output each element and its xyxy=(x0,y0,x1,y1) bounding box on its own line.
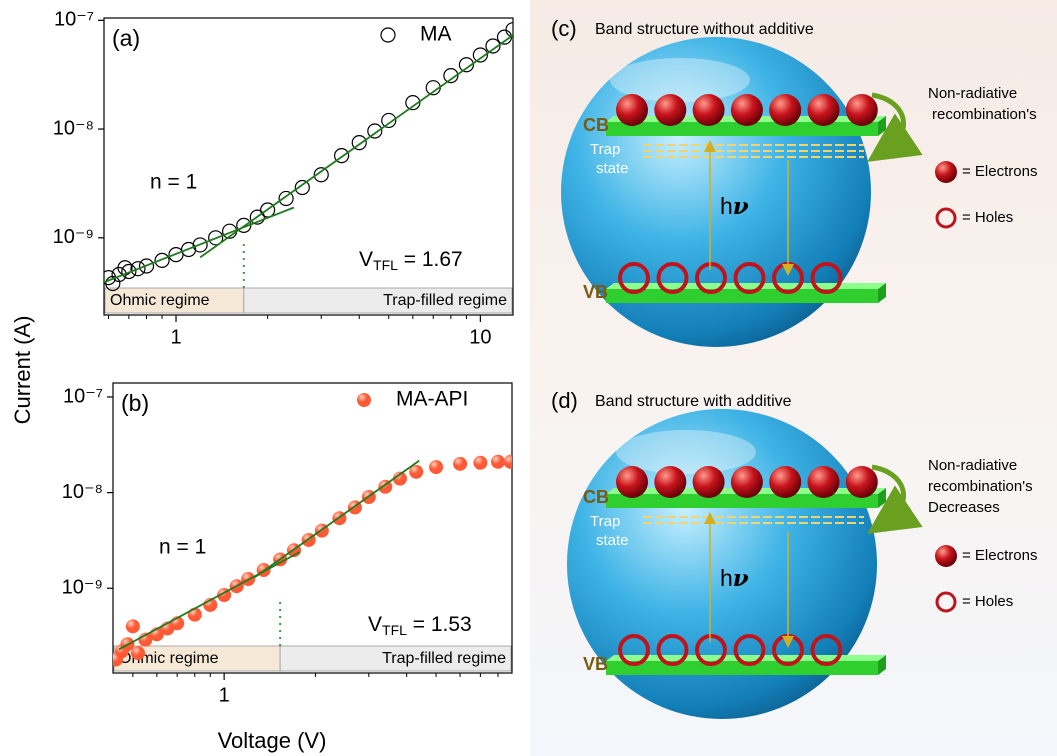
y-axis-label: Current (A) xyxy=(10,316,35,425)
y-tick-label: 10⁻⁷ xyxy=(54,9,94,31)
recombination-note: recombination's xyxy=(928,478,1033,495)
fit-line xyxy=(104,207,294,282)
vtfl-rest: = 1.53 xyxy=(407,613,472,636)
electron xyxy=(693,94,725,126)
photon-nu: ν xyxy=(733,193,749,220)
electron xyxy=(654,466,686,498)
vtfl-v: V xyxy=(359,248,373,271)
n-annotation: n = 1 xyxy=(150,171,197,194)
vb-label: VB xyxy=(583,654,608,674)
electron xyxy=(731,466,763,498)
trap-label: Trap xyxy=(590,513,620,530)
electron xyxy=(654,94,686,126)
vtfl-annotation: VTFL = 1.53 xyxy=(368,613,472,638)
vtfl-sub: TFL xyxy=(373,257,398,273)
legend-marker xyxy=(381,28,395,42)
electron xyxy=(808,94,840,126)
data-point xyxy=(126,619,140,633)
fit-line xyxy=(119,552,300,649)
data-point xyxy=(504,455,518,469)
region-label: Ohmic regime xyxy=(110,292,210,309)
data-point xyxy=(131,646,145,660)
y-tick-label: 10⁻⁸ xyxy=(53,117,94,139)
photon-h: h xyxy=(720,193,733,219)
diagram-title: Band structure with additive xyxy=(595,393,792,410)
fit-line xyxy=(255,461,420,578)
trap-label: state xyxy=(596,532,629,549)
electron xyxy=(769,466,801,498)
data-point xyxy=(491,455,505,469)
x-tick-label: 10 xyxy=(469,326,491,348)
legend-holes: = Holes xyxy=(962,209,1013,226)
electron xyxy=(846,466,878,498)
x-tick-label: 1 xyxy=(219,684,230,706)
n-annotation: n = 1 xyxy=(159,536,206,559)
vtfl-sub: TFL xyxy=(382,622,407,638)
region-label: Trap-filled regime xyxy=(382,650,506,667)
recombination-note: recombination's xyxy=(932,106,1037,123)
y-tick-label: 10⁻⁸ xyxy=(62,481,103,503)
electron xyxy=(846,94,878,126)
recombination-note: Non-radiative xyxy=(928,457,1017,474)
trap-label: state xyxy=(596,160,629,177)
photon-label: hν xyxy=(720,565,749,592)
legend-label: MA xyxy=(420,23,452,46)
electron xyxy=(769,94,801,126)
y-tick-label: 10⁻⁷ xyxy=(63,385,103,407)
vb-label: VB xyxy=(583,282,608,302)
photon-label: hν xyxy=(720,193,749,220)
panel-label: (b) xyxy=(121,390,149,416)
diagram-title: Band structure without additive xyxy=(595,21,814,38)
panel-label: (c) xyxy=(551,16,577,41)
data-point xyxy=(188,608,202,622)
legend-electron xyxy=(935,545,957,567)
data-point xyxy=(453,457,467,471)
vtfl-v: V xyxy=(368,613,382,636)
recombination-note: Decreases xyxy=(928,499,1000,516)
legend-electron xyxy=(935,161,957,183)
fit-line xyxy=(200,35,513,257)
y-tick-label: 10⁻⁹ xyxy=(53,226,94,248)
legend-holes: = Holes xyxy=(962,593,1013,610)
region-label: Trap-filled regime xyxy=(383,292,507,309)
y-tick-label: 10⁻⁹ xyxy=(62,577,103,599)
trap-label: Trap xyxy=(590,141,620,158)
electron xyxy=(616,94,648,126)
recombination-note: Non-radiative xyxy=(928,85,1017,102)
cb-label: CB xyxy=(583,115,609,135)
electron xyxy=(808,466,840,498)
x-tick-label: 1 xyxy=(170,326,181,348)
data-point xyxy=(473,456,487,470)
panel-label: (a) xyxy=(112,25,140,51)
cb-label: CB xyxy=(583,487,609,507)
page: Ohmic regime Trap-filled regime 10⁻⁷ 10⁻⁸ 10… xyxy=(0,0,1057,756)
photon-h: h xyxy=(720,565,733,591)
photon-nu: ν xyxy=(733,565,749,592)
panel-label: (d) xyxy=(551,388,578,413)
vtfl-rest: = 1.67 xyxy=(398,248,463,271)
vtfl-annotation: VTFL = 1.67 xyxy=(359,248,463,273)
legend-label: MA-API xyxy=(396,388,468,411)
chart: Ohmic regime Trap-filled regime 10⁻⁷ 10⁻⁸ 10… xyxy=(53,9,520,349)
x-axis-label: Voltage (V) xyxy=(218,728,327,753)
data-point xyxy=(429,460,443,474)
legend-electrons: = Electrons xyxy=(962,547,1037,564)
legend-marker xyxy=(357,393,371,407)
electron xyxy=(693,466,725,498)
electron xyxy=(731,94,763,126)
legend-electrons: = Electrons xyxy=(962,163,1037,180)
figure: Ohmic regime Trap-filled regime 10⁻⁷ 10⁻⁸ 10… xyxy=(0,0,1057,756)
electron xyxy=(616,466,648,498)
